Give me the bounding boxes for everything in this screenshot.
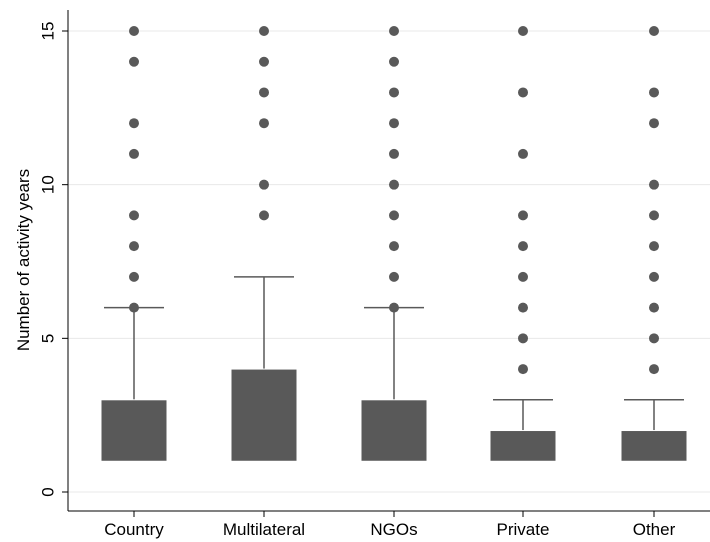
box-group-multilateral	[230, 26, 298, 462]
outlier-point	[129, 56, 139, 67]
tick-labels: 0 5 10 15 Country Multilateral NGOs Private Othe…	[38, 22, 675, 539]
outlier-point	[649, 87, 659, 98]
outlier-point	[389, 56, 399, 67]
outlier-point	[259, 179, 269, 190]
y-tick-label-15: 15	[38, 22, 57, 41]
outlier-point	[389, 241, 399, 252]
plot-area	[100, 26, 688, 462]
x-tick-label-other: Other	[633, 520, 676, 539]
outlier-point	[649, 179, 659, 190]
outlier-point	[518, 302, 528, 313]
outlier-point	[129, 241, 139, 252]
outlier-point	[389, 271, 399, 282]
y-tick-label-5: 5	[38, 334, 57, 343]
outlier-point	[518, 210, 528, 221]
box-group-ngos	[360, 26, 428, 462]
box-ngos	[360, 399, 428, 462]
outlier-point	[389, 26, 399, 36]
outlier-point	[649, 210, 659, 221]
outlier-point	[389, 302, 399, 313]
x-tick-label-ngos: NGOs	[370, 520, 417, 539]
outlier-point	[389, 87, 399, 98]
box-other	[620, 430, 688, 462]
outlier-point	[518, 148, 528, 159]
box-group-private	[489, 26, 557, 462]
outlier-point	[129, 118, 139, 129]
outlier-point	[129, 271, 139, 282]
outlier-point	[389, 148, 399, 159]
outlier-point	[649, 302, 659, 313]
outlier-point	[649, 333, 659, 344]
outlier-point	[259, 210, 269, 221]
outlier-point	[259, 26, 269, 36]
outlier-point	[259, 87, 269, 98]
outlier-point	[259, 118, 269, 129]
outlier-point	[518, 87, 528, 98]
x-tick-label-country: Country	[104, 520, 164, 539]
outlier-point	[518, 333, 528, 344]
box-group-country	[100, 26, 168, 462]
axes	[62, 10, 710, 517]
outlier-point	[389, 210, 399, 221]
box-country	[100, 399, 168, 462]
box-multilateral	[230, 368, 298, 462]
outlier-point	[649, 26, 659, 36]
outlier-point	[518, 241, 528, 252]
box-private	[489, 430, 557, 462]
y-axis-title: Number of activity years	[14, 169, 33, 351]
x-tick-label-private: Private	[497, 520, 550, 539]
y-tick-label-10: 10	[38, 175, 57, 194]
x-tick-label-multilateral: Multilateral	[223, 520, 305, 539]
outlier-point	[129, 26, 139, 36]
outlier-point	[129, 148, 139, 159]
outlier-point	[649, 241, 659, 252]
outlier-point	[518, 364, 528, 375]
outlier-point	[518, 271, 528, 282]
outlier-point	[649, 118, 659, 129]
outlier-point	[518, 26, 528, 36]
outlier-point	[129, 210, 139, 221]
outlier-point	[649, 271, 659, 282]
outlier-point	[649, 364, 659, 375]
outlier-point	[259, 56, 269, 67]
box-group-other	[620, 26, 688, 462]
y-tick-label-0: 0	[38, 487, 57, 496]
outlier-point	[389, 118, 399, 129]
outlier-point	[389, 179, 399, 190]
outlier-point	[129, 302, 139, 313]
